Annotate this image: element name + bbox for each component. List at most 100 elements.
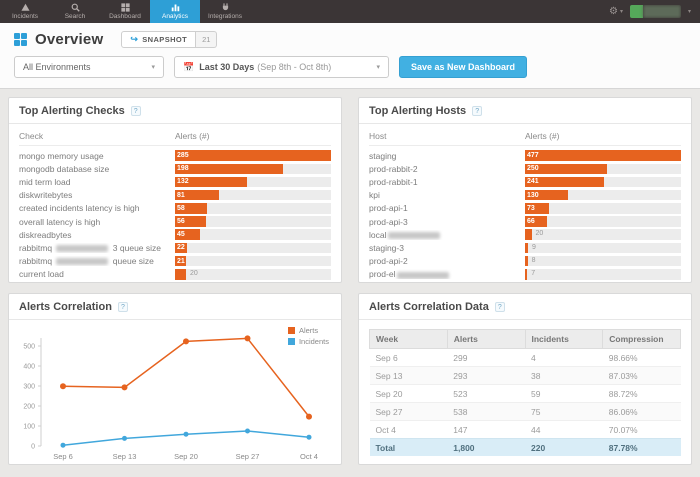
- nav-item-search[interactable]: Search: [50, 0, 100, 23]
- alert-bar: 285: [175, 150, 331, 161]
- redacted-text: [56, 245, 109, 253]
- bar-row-label: diskwritebytes: [19, 190, 73, 201]
- user-chip[interactable]: [629, 5, 681, 18]
- bar-value: 20: [535, 230, 544, 238]
- snapshot-label: SNAPSHOT: [142, 35, 188, 44]
- bar-track: 22: [175, 242, 331, 254]
- snapshot-count-badge: 21: [196, 31, 218, 48]
- help-icon[interactable]: ?: [130, 106, 141, 116]
- redacted-text: [397, 271, 450, 279]
- alert-bar: 58: [175, 203, 207, 214]
- environment-select[interactable]: All Environments ▾: [14, 56, 164, 78]
- chevron-down-icon[interactable]: ▾: [687, 9, 691, 15]
- bar-track: 58: [175, 203, 331, 214]
- panel-alerts-correlation-data: Alerts Correlation Data ? Week Alerts Inci…: [358, 293, 692, 465]
- bar-row-label: rabbitmq 3 queue size: [19, 242, 162, 253]
- bar-track: 66: [525, 216, 681, 227]
- table-cell: Sep 6: [369, 348, 448, 367]
- legend-swatch: [287, 338, 295, 345]
- bar-row: rabbitmq queue size 21: [19, 255, 331, 268]
- table-column-header: Week: [369, 329, 448, 349]
- alert-bar: 132: [175, 176, 248, 188]
- alert-bar: 198: [175, 163, 284, 175]
- bar-value: 241: [527, 178, 539, 186]
- column-header-alerts: Alerts (#): [175, 131, 210, 141]
- chevron-down-icon: ▾: [151, 64, 155, 71]
- bar-row: prod-api-3 66: [369, 215, 681, 228]
- alert-bar: [525, 255, 528, 267]
- snapshot-button[interactable]: ↪ SNAPSHOT: [121, 31, 197, 48]
- save-dashboard-button[interactable]: Save as New Dashboard: [399, 56, 528, 78]
- bar-value: 130: [527, 191, 539, 199]
- bar-track: 477: [525, 150, 681, 161]
- bar-track: 8: [525, 255, 681, 267]
- column-header-alerts: Alerts (#): [525, 131, 560, 141]
- table-cell: 88.72%: [602, 384, 681, 403]
- hosts-bar-list: staging 477 prod-rabbit-2 250 prod-rabbit-1 2…: [369, 149, 681, 281]
- alert-bar: [525, 242, 528, 254]
- dashboard-grid-icon: [120, 3, 130, 12]
- help-icon[interactable]: ?: [494, 302, 505, 312]
- nav-item-incidents[interactable]: Incidents: [0, 0, 50, 23]
- table-cell: 44: [525, 420, 603, 439]
- bar-value: 81: [177, 191, 185, 199]
- incidents-warning-icon: [20, 3, 30, 11]
- bar-row: prod-rabbit-1 241: [369, 175, 681, 188]
- bar-row-label: rabbitmq queue size: [19, 256, 154, 267]
- bar-row: created incidents latency is high 58: [19, 202, 331, 215]
- nav-item-dashboard[interactable]: Dashboard: [100, 0, 150, 23]
- svg-text:400: 400: [23, 364, 35, 371]
- bar-track: 250: [525, 163, 681, 175]
- table-cell: 59: [525, 384, 603, 403]
- environment-value: All Environments: [23, 62, 91, 72]
- table-total-row: Total 1,800 220 87.78%: [369, 438, 681, 456]
- bar-track: 285: [175, 150, 331, 161]
- table-cell: Sep 27: [369, 402, 448, 421]
- share-arrow-icon: ↪: [130, 34, 139, 44]
- legend-swatch: [287, 327, 295, 334]
- dashboard-content: Top Alerting Checks ? Check Alerts (#) m…: [0, 89, 700, 465]
- nav-item-analytics[interactable]: Analytics: [150, 0, 200, 23]
- svg-text:Sep 20: Sep 20: [174, 452, 198, 461]
- alert-bar: 21: [175, 255, 187, 267]
- bar-row: prod-api-1 73: [369, 202, 681, 215]
- page-header: Overview ↪ SNAPSHOT 21 All Environments …: [0, 23, 700, 89]
- table-cell: Total: [369, 438, 448, 456]
- redacted-text: [388, 231, 441, 239]
- line-chart: 0 100 200 300 400 500 Sep 6 Sep 13 Sep 20 Sep 27 O…: [23, 335, 318, 461]
- bar-row-label: staging-3: [369, 242, 404, 253]
- chart-legend: Alerts Incidents: [287, 326, 329, 346]
- nav-label: Dashboard: [109, 13, 141, 20]
- nav-label: Incidents: [11, 13, 39, 20]
- svg-text:Sep 13: Sep 13: [113, 452, 137, 461]
- bar-row-label: staging: [369, 150, 397, 161]
- bar-row-label: prod-api-3: [369, 216, 408, 227]
- table-cell: 38: [525, 366, 603, 385]
- table-row: Sep 20 523 59 88.72%: [369, 384, 681, 403]
- nav-item-integrations[interactable]: Integrations: [200, 0, 250, 23]
- help-icon[interactable]: ?: [472, 106, 483, 116]
- table-row: Sep 13 293 38 87.03%: [369, 366, 681, 385]
- bar-track: 7: [525, 269, 681, 280]
- bar-track: 130: [525, 189, 681, 201]
- table-cell: 538: [447, 402, 525, 421]
- settings-menu[interactable]: ⚙ ▾: [609, 6, 623, 17]
- date-range-select[interactable]: 📅 Last 30 Days (Sep 8th - Oct 8th) ▾: [174, 56, 389, 78]
- bar-row: prod-rabbit-2 250: [369, 162, 681, 175]
- help-icon[interactable]: ?: [117, 302, 128, 312]
- legend-item: Alerts: [287, 326, 329, 335]
- table-cell: 1,800: [447, 438, 525, 456]
- bar-value: 66: [527, 218, 535, 226]
- bar-value: 56: [177, 218, 185, 226]
- alert-bar: 66: [525, 216, 547, 227]
- bar-row-label: created incidents latency is high: [19, 203, 140, 214]
- bar-row: overall latency is high 56: [19, 215, 331, 228]
- bar-track: 198: [175, 163, 331, 175]
- bar-row-label: prod-rabbit-1: [369, 176, 418, 187]
- legend-item: Incidents: [287, 337, 329, 346]
- svg-text:300: 300: [23, 384, 35, 391]
- bar-row-label: kpi: [369, 190, 380, 201]
- table-cell: 299: [447, 348, 525, 367]
- user-name-redacted: [642, 5, 681, 18]
- bar-value: 250: [527, 165, 539, 173]
